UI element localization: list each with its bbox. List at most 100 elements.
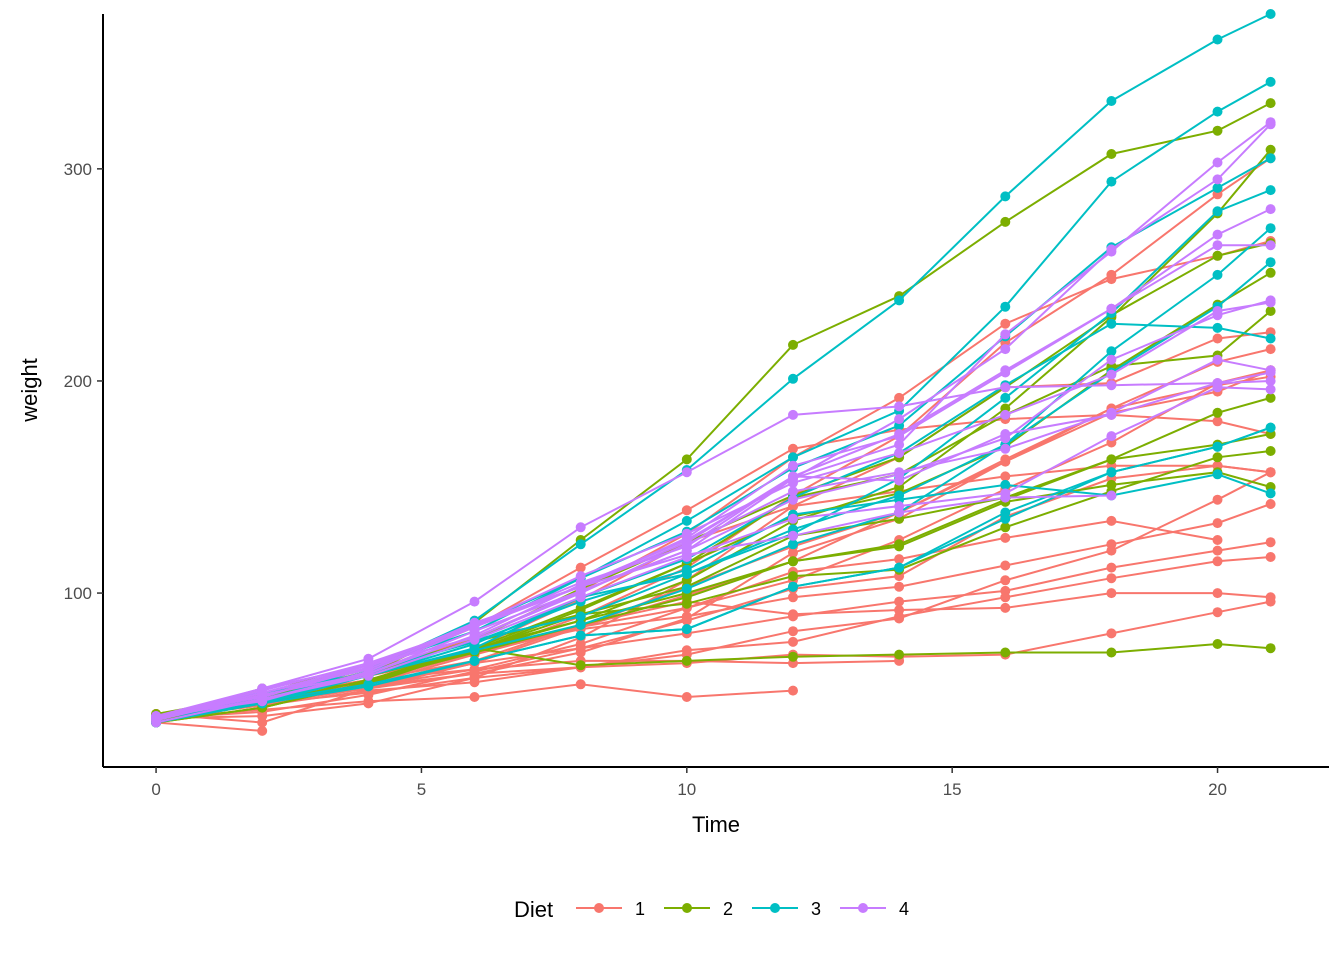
data-point [1212, 306, 1223, 316]
y-tick-label: 300 [64, 160, 92, 179]
data-point [1212, 556, 1223, 567]
data-point [681, 515, 692, 526]
data-point [1265, 376, 1276, 386]
data-point [1000, 382, 1011, 393]
data-point [1106, 467, 1117, 478]
x-tick-label: 10 [677, 780, 696, 799]
data-point [1000, 471, 1011, 482]
data-point [1212, 518, 1223, 529]
data-point [788, 547, 798, 558]
series-line [155, 380, 1271, 718]
data-point [788, 409, 798, 420]
data-point [788, 452, 798, 463]
data-point [894, 467, 905, 478]
data-point [1000, 456, 1011, 467]
data-point [1106, 515, 1117, 526]
data-point [894, 596, 905, 607]
data-point [1212, 174, 1223, 185]
data-point [1265, 98, 1276, 109]
legend-item-diet-3: 3 [752, 899, 821, 919]
data-point [469, 668, 480, 679]
data-point [469, 655, 480, 666]
data-point [1265, 384, 1276, 395]
data-point [894, 490, 905, 501]
data-point [1106, 628, 1117, 639]
data-point [1000, 479, 1011, 490]
data-point [1265, 499, 1276, 509]
data-point [1106, 303, 1117, 314]
data-point [788, 373, 798, 384]
data-point [1000, 392, 1011, 403]
data-point [894, 392, 905, 403]
data-point [788, 651, 798, 662]
x-tick-label: 20 [1208, 780, 1227, 799]
data-point [681, 541, 692, 552]
data-point [788, 471, 798, 482]
data-point [788, 513, 798, 524]
data-point [1265, 488, 1276, 499]
series-diet-4-chick-49 [151, 117, 1276, 728]
data-point [788, 443, 798, 454]
series-line [155, 556, 1271, 720]
data-point [788, 581, 798, 592]
data-point [788, 339, 798, 350]
data-point [894, 429, 905, 439]
data-point [1265, 204, 1276, 215]
data-point [1265, 643, 1276, 654]
data-point [1000, 532, 1011, 543]
data-point [1106, 479, 1117, 490]
series-line [155, 301, 1271, 722]
legend-key-point [770, 903, 780, 913]
data-point [1212, 382, 1223, 393]
series-line [156, 541, 1271, 720]
data-point [1212, 34, 1223, 45]
data-point [1265, 240, 1276, 251]
legend-items: 1 2 3 4 [576, 899, 909, 919]
data-point [1106, 562, 1117, 573]
data-point [1212, 322, 1223, 333]
data-point [681, 569, 692, 579]
data-point [575, 660, 586, 671]
data-point [788, 685, 798, 696]
data-point [1106, 346, 1117, 357]
legend-label: 4 [899, 899, 909, 919]
data-point [1212, 407, 1223, 418]
data-point [1265, 153, 1276, 164]
data-point [788, 539, 798, 550]
legend-key-point [858, 903, 868, 913]
data-point [1106, 380, 1117, 391]
legend-key-point [594, 903, 604, 913]
data-point [1212, 441, 1223, 452]
data-point [1000, 575, 1011, 586]
data-point [1212, 469, 1223, 480]
data-point [469, 677, 480, 688]
data-point [575, 647, 586, 658]
data-point [1265, 257, 1276, 268]
data-point [1212, 240, 1223, 251]
x-tick-label: 15 [943, 780, 962, 799]
data-point [1106, 545, 1117, 556]
data-point [1265, 446, 1276, 456]
series-diet-4-chick-51 [151, 240, 1276, 724]
series-line [155, 386, 1271, 720]
legend-item-diet-1: 1 [576, 899, 645, 919]
legend-label: 2 [723, 899, 733, 919]
data-point [1212, 269, 1223, 280]
data-point [1265, 344, 1276, 355]
data-point [363, 658, 374, 669]
data-point [575, 522, 586, 533]
data-point [788, 611, 798, 622]
data-point [894, 439, 905, 450]
legend: Diet 1 2 3 4 [514, 897, 909, 922]
data-point [681, 528, 692, 539]
data-point [1000, 191, 1011, 202]
data-point [1000, 329, 1011, 340]
data-point [575, 679, 586, 690]
data-point [1212, 206, 1223, 217]
data-point [1106, 454, 1117, 465]
legend-item-diet-2: 2 [664, 899, 733, 919]
data-point [1265, 223, 1276, 234]
series-line [155, 244, 1271, 720]
data-point [1265, 552, 1276, 562]
data-point [1106, 318, 1117, 329]
